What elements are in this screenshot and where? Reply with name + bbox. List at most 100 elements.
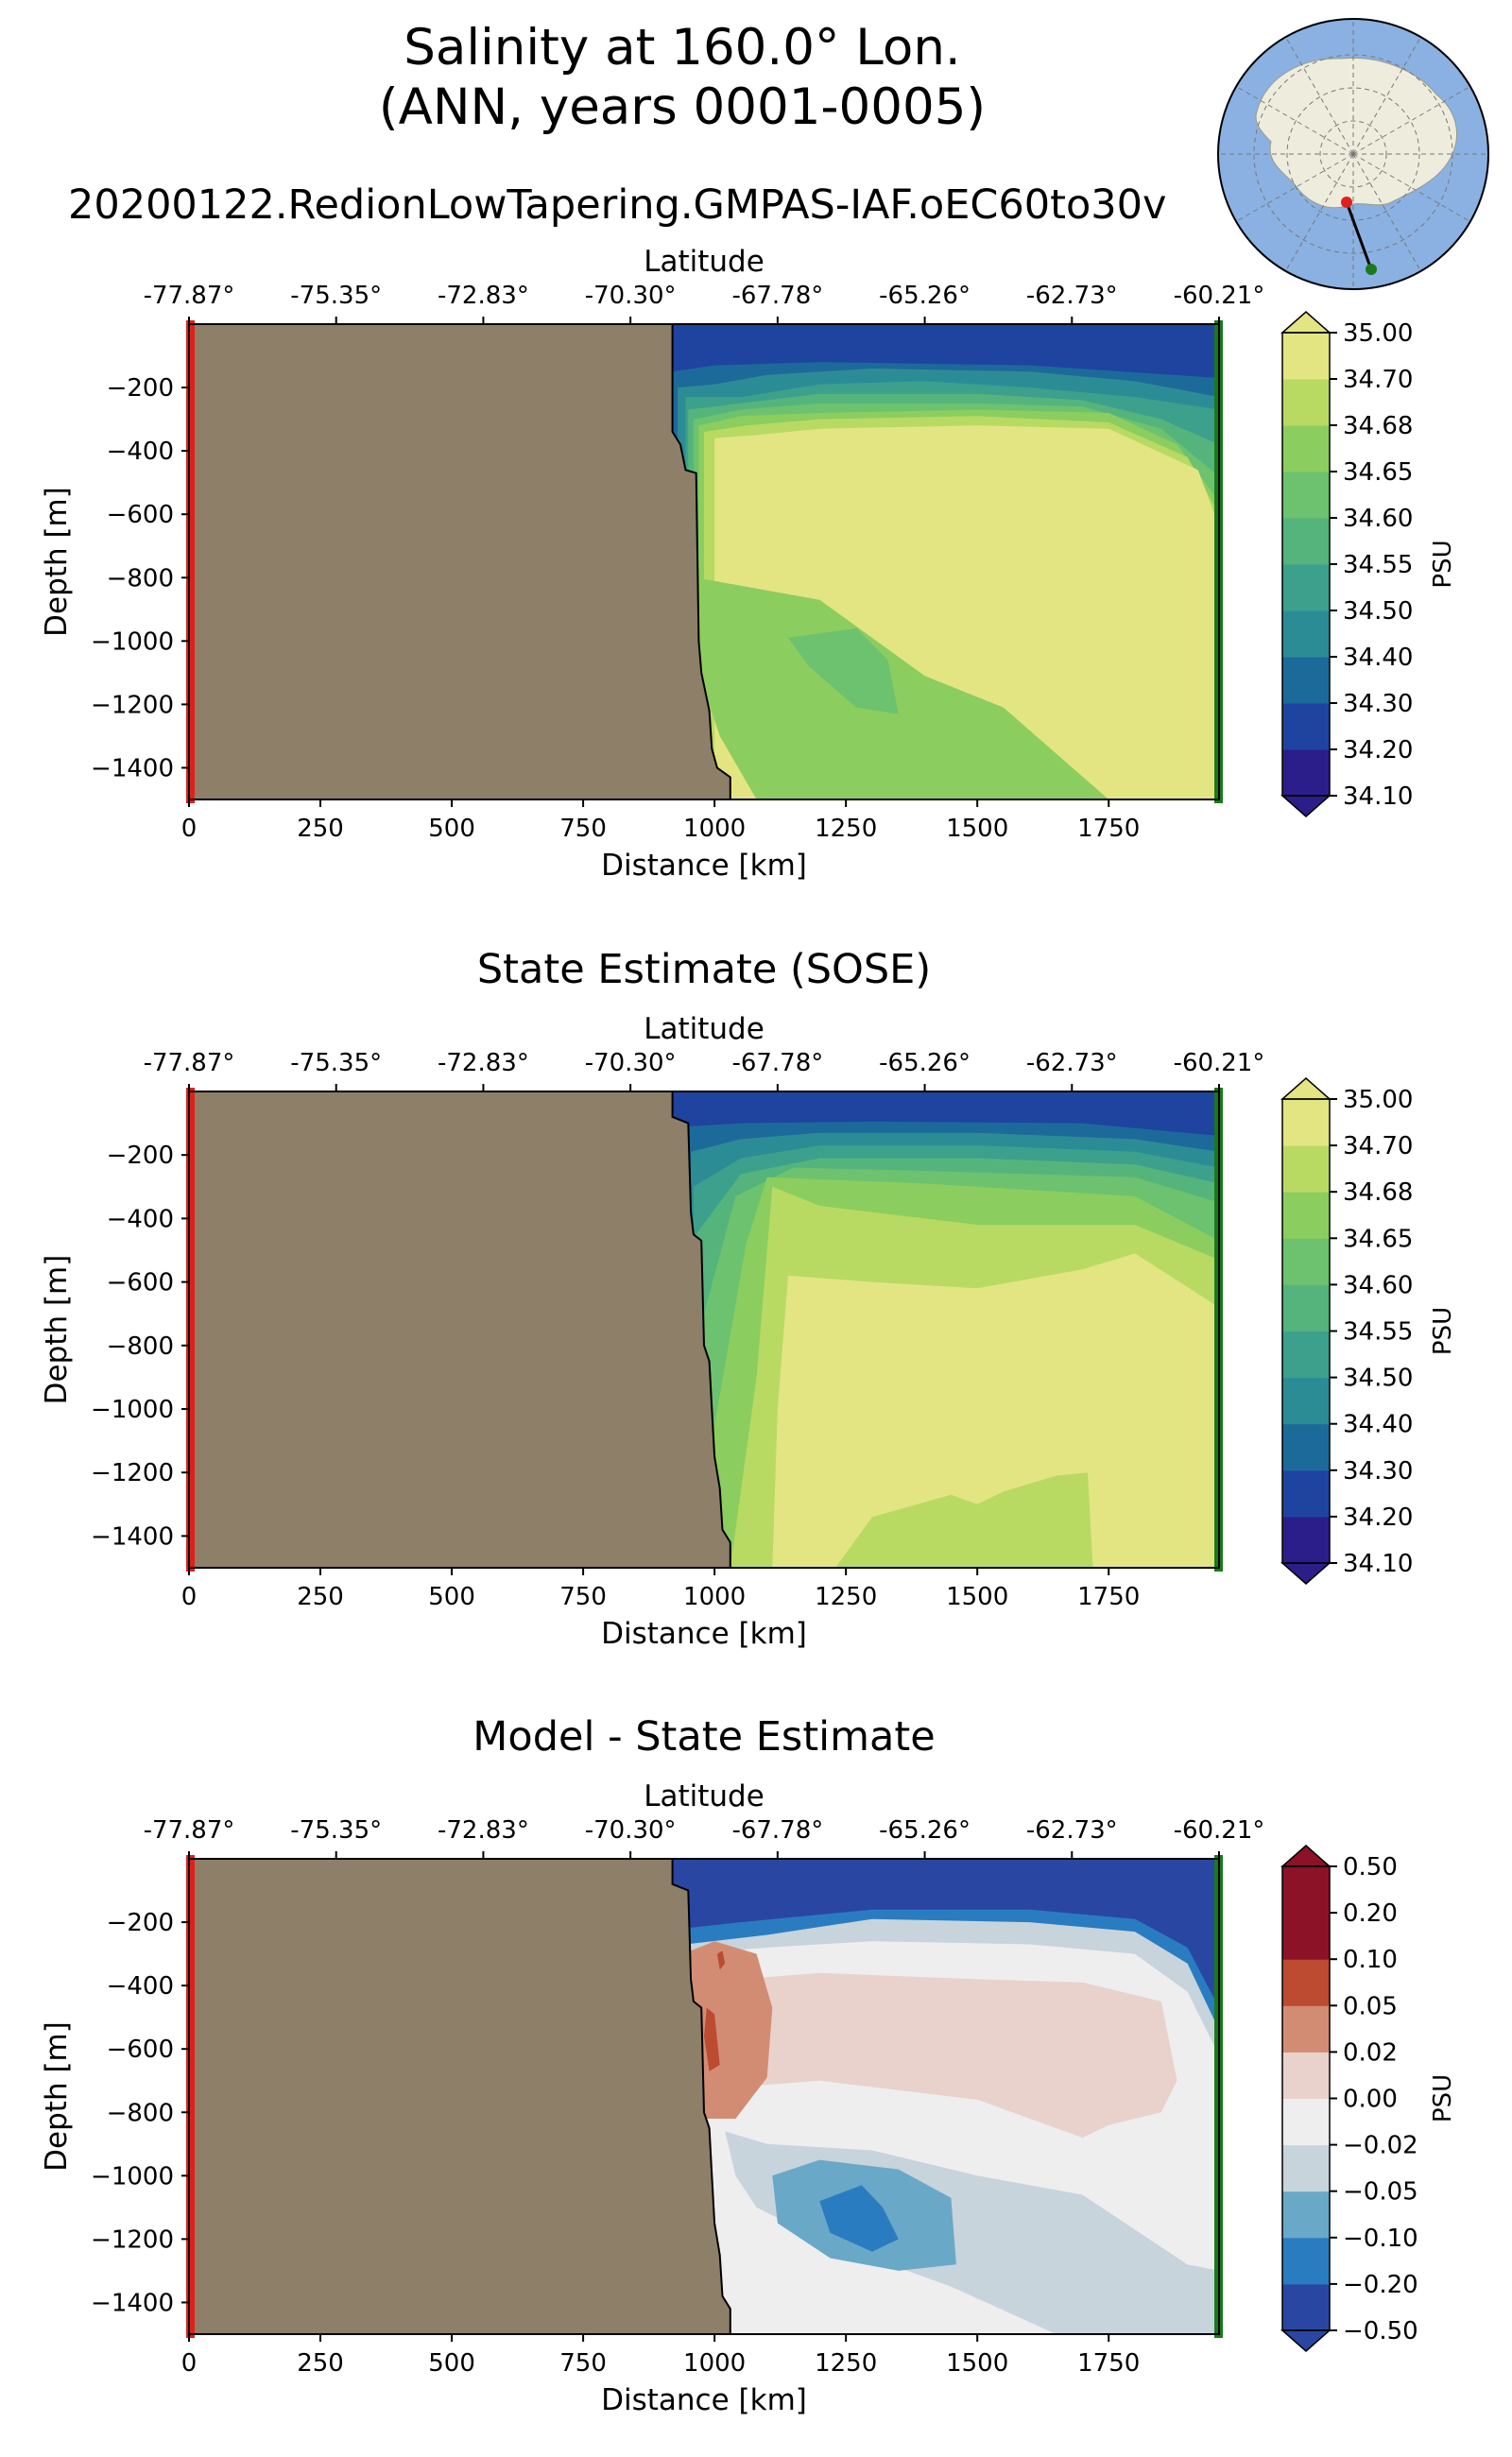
x-tick-label: 750 [559,1583,607,1611]
land-edge [671,1859,731,2334]
colorbar-sose: 34.10 34.20 34.30 34.40 34.50 34.55 34.60 34.65… [1280,1077,1457,1585]
top-tick-label: -72.83° [438,1049,529,1077]
section-panels: 0 250 500 750 1000 1250 1500 1750 Distance [km] -… [40,245,1457,2417]
land-mask [189,1091,730,1568]
x-tick-label: 250 [297,2349,344,2378]
colorbar-swatch [1282,2098,1330,2146]
top-tick-label: -75.35° [290,1049,382,1077]
y-tick-label: −400 [107,438,174,466]
figure-title-line2: (ANN, years 0001-0005) [379,78,986,136]
plot-frame [188,1091,1220,1569]
land-edge [671,324,731,799]
x-tick-label: 1000 [683,815,746,843]
top-tick-label: -77.87° [144,1816,235,1845]
y-axis-label: Depth [m] [40,487,74,637]
y-tick-label: −1200 [91,691,174,719]
top-tick-label: -70.30° [585,1816,677,1845]
colorbar-tick-label: 34.55 [1343,1318,1413,1347]
colorbar-swatch [1282,1192,1330,1239]
top-tick-label: -62.73° [1026,1049,1118,1077]
y-tick-label: −800 [107,564,174,593]
colorbar-tick-label: 34.70 [1343,1132,1413,1160]
x-tick-label: 1750 [1077,815,1140,843]
colorbar-extend-min [1280,1562,1332,1585]
top-tick-label: -60.21° [1174,1816,1265,1845]
colorbar-label: PSU [1429,1307,1457,1355]
colorbar-swatch [1282,1913,1330,1960]
colorbar-tick-label: −0.05 [1343,2178,1418,2207]
y-tick-label: −1400 [91,754,174,782]
run-name: 20200122.RedionLowTapering.GMPAS-IAF.oEC… [68,181,1166,229]
colorbar-swatch [1282,564,1330,611]
inset-section-line [1345,201,1373,270]
colorbar-tick-label: 35.00 [1343,319,1413,348]
top-tick-label: -75.35° [290,1816,382,1845]
top-tick-label: -70.30° [585,1049,677,1077]
x-axis-label: Distance [km] [601,849,807,883]
y-tick-label: −200 [107,374,174,403]
x-tick-label: 1000 [683,2349,746,2378]
plot-frame [188,323,1220,800]
colorbar-tick-label: 34.30 [1343,1457,1413,1486]
top-tick-label: -72.83° [438,282,529,310]
colorbar-swatch [1282,472,1330,519]
x-tick-label: 0 [181,2349,198,2378]
colorbar-tick-label: 34.68 [1343,1178,1413,1207]
x-tick-label: 750 [559,815,607,843]
colorbar-tick-label: 34.55 [1343,551,1413,579]
y-tick-label: −200 [107,1142,174,1170]
land-mask [189,324,730,799]
colorbar-tick-label: 34.40 [1343,1411,1413,1439]
land-edge [671,1091,731,1568]
colorbar-tick-label: 34.10 [1343,1550,1413,1578]
y-tick-label: −400 [107,1972,174,2001]
inset-antarctica [1255,57,1457,209]
colorbar-extend-min [1280,795,1332,817]
top-tick-label: -65.26° [879,1049,971,1077]
x-tick-label: 1750 [1077,2349,1140,2378]
top-tick-label: -62.73° [1026,1816,1118,1845]
colorbar-tick-label: −0.02 [1343,2132,1418,2160]
x-tick-label: 1000 [683,1583,746,1611]
colorbar-swatch [1282,2283,1330,2331]
contour-blob-8 [835,1472,1093,1568]
x-tick-label: 250 [297,1583,344,1611]
land-mask [189,1859,730,2334]
y-tick-label: −400 [107,1205,174,1233]
colorbar-tick-label: 34.50 [1343,1365,1413,1393]
colorbar-swatch [1282,2237,1330,2285]
contour-blob-6 [691,1941,773,2119]
x-tick-label: 1500 [946,1583,1008,1611]
y-tick-label: −1000 [91,2162,174,2191]
top-tick-label: -72.83° [438,1816,529,1845]
colorbar-swatch [1282,1959,1330,2006]
x-axis-label: Distance [km] [601,2383,807,2417]
contour-blob-7 [716,1950,726,1970]
y-tick-label: −200 [107,1909,174,1937]
panel-title: State Estimate (SOSE) [477,946,931,993]
colorbar-swatch [1282,1238,1330,1285]
colorbar-tick-label: −0.20 [1343,2271,1418,2299]
colorbar-tick-label: 0.02 [1343,2038,1398,2067]
contour-blob-0 [751,1864,1109,1894]
colorbar-swatch [1282,518,1330,565]
section-start-bar [186,1088,195,1572]
top-axis-label: Latitude [644,1012,765,1046]
inset-graticule [1218,19,1488,289]
y-tick-label: −1000 [91,627,174,656]
panel-sose: State Estimate (SOSE) 0 250 500 750 1000 1250 1… [40,946,1457,1651]
panel-diff: Model - State Estimate 0 250 500 750 1000 1250… [40,1713,1457,2417]
top-tick-label: -62.73° [1026,282,1118,310]
top-tick-label: -75.35° [290,282,382,310]
figure-title-line1: Salinity at 160.0° Lon. [404,19,961,77]
panel-model: 0 250 500 750 1000 1250 1500 1750 Distance [km] -… [40,245,1457,883]
colorbar-tick-label: 34.30 [1343,690,1413,718]
section-start-bar [186,320,195,803]
panel-title: Model - State Estimate [472,1713,935,1761]
colorbar-tick-label: −0.10 [1343,2225,1418,2253]
colorbar-swatch [1282,2191,1330,2239]
y-tick-label: −1400 [91,2289,174,2317]
top-axis-label: Latitude [644,245,765,279]
colorbar-tick-label: 34.40 [1343,644,1413,672]
colorbar-extend-max [1280,1845,1332,1867]
